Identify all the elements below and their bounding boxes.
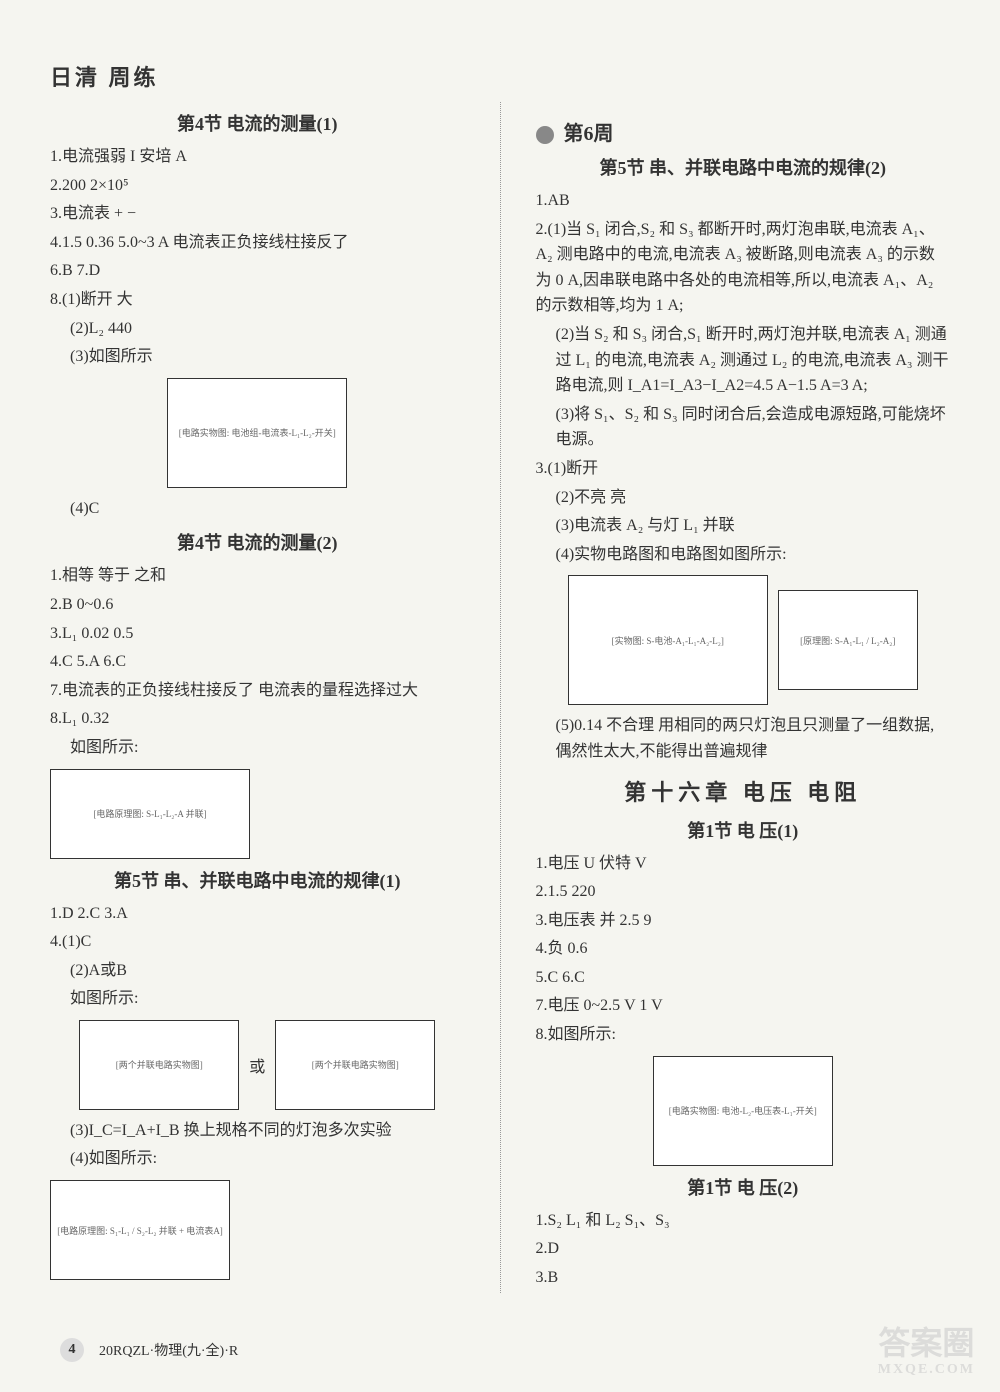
answer-line: 3.电压表 并 2.5 9: [536, 908, 951, 934]
circuit-sketch-label: [两个并联电路实物图]: [80, 1021, 238, 1109]
circuit-figure: [电路实物图: 电池-L₂-电压表-L₁-开关]: [536, 1056, 951, 1166]
answer-line: 2.D: [536, 1236, 951, 1262]
circuit-sketch-label: [电路实物图: 电池组-电流表-L₁-L₂-开关]: [168, 379, 346, 487]
content: 第4节 电流的测量(1) 1.电流强弱 I 安培 A 2.200 2×10⁵ 3…: [50, 102, 950, 1293]
answer-line: 如图所示:: [50, 735, 465, 761]
circuit-figure-pair: [两个并联电路实物图] 或 [两个并联电路实物图]: [50, 1020, 465, 1110]
answer-line: 1.AB: [536, 188, 951, 214]
answer-line: (3)如图所示: [50, 344, 465, 370]
watermark-main: 答案圈: [878, 1326, 975, 1361]
page-number: 4: [60, 1338, 84, 1362]
answer-line: (2)A或B: [50, 958, 465, 984]
answer-line: 8.如图所示:: [536, 1022, 951, 1048]
circuit-sketch-label: [电路原理图: S₁-L₁ / S₂-L₂ 并联 + 电流表A]: [51, 1181, 229, 1279]
circuit-sketch-label: [电路原理图: S-L₁-L₂-A 并联]: [51, 770, 249, 858]
circuit-figure: [电路原理图: S-L₁-L₂-A 并联]: [50, 769, 465, 859]
week-6-title: 第6周: [536, 117, 951, 146]
circuit-sketch-label: [两个并联电路实物图]: [276, 1021, 434, 1109]
circuit-figure: [电路实物图: 电池组-电流表-L₁-L₂-开关]: [50, 378, 465, 488]
section-5-1-title: 第5节 串、并联电路中电流的规律(1): [50, 867, 465, 893]
right-column: 第6周 第5节 串、并联电路中电流的规律(2) 1.AB 2.(1)当 S₁ 闭…: [536, 102, 951, 1293]
answer-line: (4)如图所示:: [50, 1146, 465, 1172]
answer-line: 1.电流强弱 I 安培 A: [50, 144, 465, 170]
circuit-sketch-label: [实物图: S-电池-A₁-L₁-A₂-L₂]: [569, 576, 767, 704]
section-4-2-title: 第4节 电流的测量(2): [50, 529, 465, 555]
answer-line: (3)I_C=I_A+I_B 换上规格不同的灯泡多次实验: [50, 1118, 465, 1144]
circuit-sketch-label: [电路实物图: 电池-L₂-电压表-L₁-开关]: [654, 1057, 832, 1165]
answer-line: 5.C 6.C: [536, 965, 951, 991]
section-1-2-title: 第1节 电 压(2): [536, 1174, 951, 1200]
or-text: 或: [249, 1053, 265, 1077]
watermark: 答案圈 MXQE.COM: [878, 1326, 975, 1377]
answer-line: 6.B 7.D: [50, 258, 465, 284]
answer-line: 4.负 0.6: [536, 936, 951, 962]
answer-line: 1.D 2.C 3.A: [50, 901, 465, 927]
circuit-sketch-label: [原理图: S-A₁-L₁ / L₂-A₂]: [779, 591, 917, 689]
answer-line: 7.电流表的正负接线柱接反了 电流表的量程选择过大: [50, 678, 465, 704]
page-footer: 4 20RQZL·物理(九·全)·R: [60, 1338, 238, 1362]
week-icon: [536, 126, 554, 144]
answer-line: 2.1.5 220: [536, 879, 951, 905]
answer-line: 2.(1)当 S₁ 闭合,S₂ 和 S₃ 都断开时,两灯泡串联,电流表 A₁、A…: [536, 217, 951, 319]
answer-line: 2.B 0~0.6: [50, 592, 465, 618]
answer-line: 1.S₂ L₁ 和 L₂ S₁、S₃: [536, 1208, 951, 1234]
answer-line: 8.L₁ 0.32: [50, 706, 465, 732]
answer-line: 8.(1)断开 大: [50, 287, 465, 313]
answer-line: 1.电压 U 伏特 V: [536, 851, 951, 877]
answer-line: 4.1.5 0.36 5.0~3 A 电流表正负接线柱接反了: [50, 230, 465, 256]
chapter-16-title: 第十六章 电压 电阻: [536, 775, 951, 807]
left-column: 第4节 电流的测量(1) 1.电流强弱 I 安培 A 2.200 2×10⁵ 3…: [50, 102, 465, 1293]
answer-line: (2)L₂ 440: [50, 316, 465, 342]
footer-code: 20RQZL·物理(九·全)·R: [99, 1340, 238, 1360]
answer-line: (4)C: [50, 496, 465, 522]
answer-line: 3.B: [536, 1265, 951, 1291]
page-header: 日清 周练: [50, 60, 950, 92]
circuit-figure: [电路原理图: S₁-L₁ / S₂-L₂ 并联 + 电流表A]: [50, 1180, 465, 1280]
section-1-1-title: 第1节 电 压(1): [536, 817, 951, 843]
answer-line: 3.(1)断开: [536, 456, 951, 482]
answer-line: 7.电压 0~2.5 V 1 V: [536, 993, 951, 1019]
answer-line: (5)0.14 不合理 用相同的两只灯泡且只测量了一组数据,偶然性太大,不能得出…: [536, 713, 951, 764]
section-4-1-title: 第4节 电流的测量(1): [50, 110, 465, 136]
answer-line: 2.200 2×10⁵: [50, 173, 465, 199]
answer-line: 4.(1)C: [50, 929, 465, 955]
answer-line: 1.相等 等于 之和: [50, 563, 465, 589]
answer-line: 4.C 5.A 6.C: [50, 649, 465, 675]
answer-line: 3.L₁ 0.02 0.5: [50, 621, 465, 647]
answer-line: (2)当 S₂ 和 S₃ 闭合,S₁ 断开时,两灯泡并联,电流表 A₁ 测通过 …: [536, 322, 951, 399]
answer-line: 3.电流表 + −: [50, 201, 465, 227]
watermark-sub: MXQE.COM: [878, 1362, 975, 1377]
column-divider: [500, 102, 501, 1293]
circuit-figure-pair: [实物图: S-电池-A₁-L₁-A₂-L₂] [原理图: S-A₁-L₁ / …: [536, 575, 951, 705]
section-5-2-title: 第5节 串、并联电路中电流的规律(2): [536, 154, 951, 180]
answer-line: (2)不亮 亮: [536, 485, 951, 511]
answer-line: (4)实物电路图和电路图如图所示:: [536, 542, 951, 568]
answer-line: (3)电流表 A₂ 与灯 L₁ 并联: [536, 513, 951, 539]
answer-line: 如图所示:: [50, 986, 465, 1012]
answer-line: (3)将 S₁、S₂ 和 S₃ 同时闭合后,会造成电源短路,可能烧坏电源。: [536, 402, 951, 453]
